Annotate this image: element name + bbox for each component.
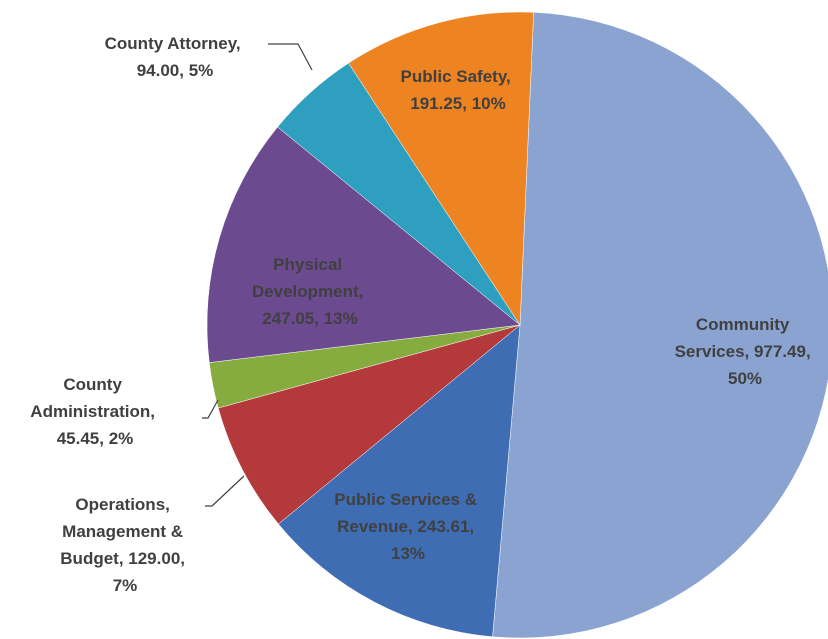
label-line: 45.45, 2% [57,429,134,448]
label-line: County [63,375,126,394]
label-line: 247.05, 13% [262,309,357,328]
label-line: 7% [113,576,138,595]
data-label: Operations, Management & Budget, 129.00,… [60,495,189,595]
pie-slice [348,11,534,326]
data-label: Public Services & Revenue, 243.61, 13% [334,490,481,563]
label-line: Administration, [30,402,159,421]
label-line: Public Safety, [401,67,516,86]
label-line: Physical [273,255,347,274]
label-line: Public Services & [334,490,481,509]
label-line: 50% [728,369,762,388]
data-label: Public Safety, 191.25, 10% [401,67,516,113]
label-line: Community [696,315,794,334]
data-label: Community Services, 977.49, 50% [675,315,816,388]
label-line: Development, [252,282,368,301]
leader-line [205,475,245,507]
data-label: Physical Development, 247.05, 13% [252,255,368,328]
label-line: Operations, [75,495,174,514]
label-line: 191.25, 10% [410,94,505,113]
pie-slice [206,126,521,363]
leader-line [202,399,219,419]
label-line: County Attorney, [105,34,246,53]
pie-slice [217,324,521,525]
pie-slice [278,324,521,638]
label-line: Budget, 129.00, [60,549,189,568]
label-line: 13% [391,544,425,563]
data-label: County Attorney, 94.00, 5% [105,34,246,80]
label-line: 94.00, 5% [137,61,214,80]
label-line: Revenue, 243.61, [337,517,479,536]
label-line: Services, 977.49, [675,342,816,361]
data-label: County Administration, 45.45, 2% [30,375,159,448]
leader-line [268,43,313,71]
pie-slice [492,12,828,639]
label-line: Management & [62,522,188,541]
